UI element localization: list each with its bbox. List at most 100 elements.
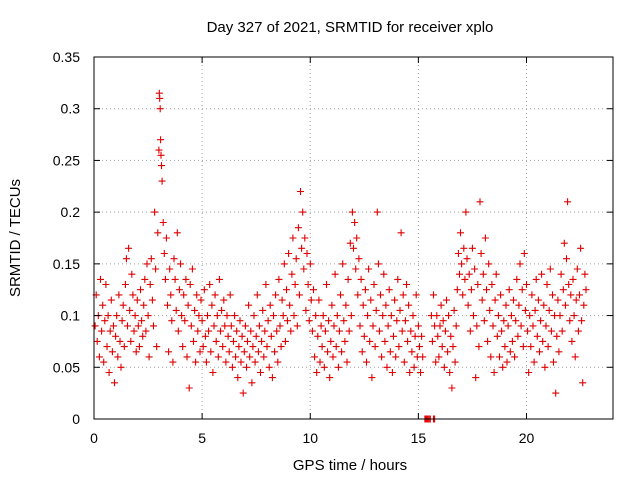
data-point: [167, 291, 175, 299]
data-point: [195, 312, 203, 320]
data-point: [508, 337, 516, 345]
data-point: [505, 286, 513, 294]
data-point: [100, 358, 108, 366]
data-point: [237, 358, 245, 366]
data-point: [519, 343, 527, 351]
data-point: [485, 260, 493, 268]
data-point: [192, 358, 200, 366]
data-point: [183, 353, 191, 361]
data-point: [106, 327, 114, 335]
data-point: [351, 219, 359, 226]
data-point: [553, 332, 561, 340]
data-point: [445, 312, 453, 320]
data-point: [328, 301, 336, 309]
data-point: [112, 332, 120, 340]
data-point: [264, 317, 272, 325]
data-point: [372, 306, 380, 314]
data-point: [567, 291, 575, 299]
data-point: [342, 301, 350, 309]
data-point: [220, 296, 228, 304]
data-point: [377, 291, 384, 299]
data-point: [536, 348, 543, 356]
data-point: [483, 286, 490, 294]
data-point: [128, 270, 136, 278]
data-point: [129, 291, 137, 299]
data-point: [388, 369, 396, 376]
data-point: [118, 317, 126, 325]
data-point: [133, 296, 141, 304]
data-point: [247, 327, 255, 335]
data-point: [437, 301, 445, 309]
data-point: [458, 260, 466, 268]
data-point: [104, 312, 112, 320]
data-point: [449, 343, 457, 351]
data-point: [169, 358, 177, 366]
data-point: [115, 291, 123, 299]
data-point: [569, 275, 577, 283]
data-point: [91, 322, 99, 330]
data-point: [211, 291, 219, 299]
data-point: [345, 327, 353, 335]
data-point: [352, 265, 360, 273]
data-point: [393, 317, 401, 325]
data-point: [527, 343, 535, 351]
data-point: [462, 208, 470, 216]
data-point: [303, 250, 311, 257]
data-point: [337, 291, 344, 299]
data-point: [113, 312, 121, 320]
data-point: [313, 369, 321, 376]
data-point: [299, 208, 307, 216]
data-point: [145, 353, 153, 361]
data-point: [253, 291, 261, 299]
data-point: [308, 327, 316, 335]
data-point: [288, 270, 296, 278]
data-point: [208, 301, 216, 309]
data-point: [552, 389, 560, 397]
data-point: [255, 322, 263, 330]
data-point: [446, 369, 454, 376]
data-point: [205, 327, 213, 335]
data-point: [233, 327, 241, 335]
data-point: [190, 337, 197, 345]
data-point: [262, 281, 270, 288]
data-point: [260, 353, 268, 361]
data-point: [243, 363, 250, 371]
data-point: [310, 286, 317, 294]
data-point: [354, 291, 362, 299]
data-point: [98, 327, 106, 335]
data-point: [523, 281, 530, 288]
data-point: [180, 291, 188, 299]
data-point: [197, 296, 205, 304]
data-point: [338, 348, 346, 356]
data-point: [141, 275, 149, 283]
data-point: [311, 353, 319, 361]
data-point: [538, 270, 546, 278]
data-point: [383, 363, 391, 371]
data-point: [250, 312, 258, 320]
data-point: [330, 322, 338, 330]
data-point: [315, 296, 323, 304]
data-point: [306, 260, 314, 268]
data-point: [447, 332, 455, 340]
data-point: [312, 312, 320, 320]
data-point: [155, 146, 163, 154]
data-point: [581, 270, 589, 278]
data-point: [466, 327, 474, 335]
data-point: [414, 322, 422, 330]
data-point: [258, 337, 266, 345]
data-point: [158, 162, 165, 170]
data-point: [327, 337, 335, 345]
data-point: [450, 306, 458, 314]
data-point: [160, 250, 168, 257]
data-point: [157, 136, 165, 144]
data-point: [318, 343, 326, 351]
data-point: [278, 296, 286, 304]
data-point: [549, 291, 556, 299]
data-point: [563, 255, 570, 263]
data-point: [540, 301, 548, 309]
data-point: [196, 348, 204, 356]
data-point: [156, 94, 164, 102]
data-point: [219, 343, 227, 351]
data-point: [193, 291, 201, 299]
data-point: [291, 281, 299, 288]
